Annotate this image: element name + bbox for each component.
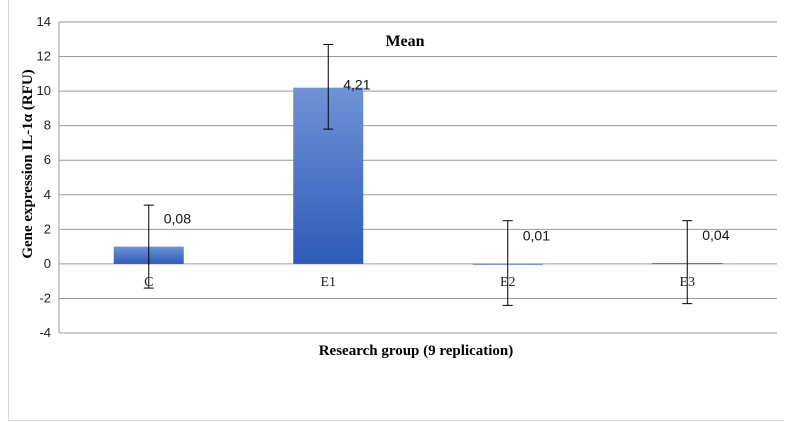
bars <box>113 87 723 265</box>
chart-frame: -4 -2 0 2 4 6 8 10 12 14 C E1 E2 E3 0,08 4,21 0,01 0,04… <box>8 0 784 421</box>
y-tick-label: 4 <box>44 187 51 202</box>
y-tick-label: 2 <box>44 221 51 236</box>
y-axis-ticks: -4 -2 0 2 4 6 8 10 12 14 <box>37 14 51 340</box>
error-bar <box>682 220 693 305</box>
data-label: 0,04 <box>702 227 729 243</box>
gridlines <box>58 21 777 334</box>
y-tick-label: 12 <box>37 49 51 64</box>
y-axis-title: Gene expression IL-1α (RFU) <box>20 69 36 258</box>
data-label: 4,21 <box>343 77 370 93</box>
error-bar <box>502 220 513 306</box>
bar-chart: -4 -2 0 2 4 6 8 10 12 14 C E1 E2 E3 0,08 4,21 0,01 0,04… <box>20 14 777 359</box>
error-bar <box>323 43 334 130</box>
y-tick-label: -4 <box>39 325 51 340</box>
y-tick-label: 10 <box>37 83 51 98</box>
data-label: 0,01 <box>523 228 550 244</box>
x-axis-title: Research group (9 replication) <box>319 343 514 359</box>
x-tick-label: E1 <box>320 275 336 290</box>
y-tick-label: 6 <box>44 152 51 167</box>
y-tick-label: 14 <box>37 14 51 29</box>
y-tick-label: 0 <box>44 256 51 271</box>
y-tick-label: -2 <box>39 290 51 305</box>
data-label: 0,08 <box>164 211 191 227</box>
error-bars <box>143 43 693 306</box>
y-tick-label: 8 <box>44 118 51 133</box>
chart-title: Mean <box>385 33 424 50</box>
error-bar <box>143 204 154 289</box>
category-labels: C E1 E2 E3 <box>144 275 695 290</box>
data-labels: 0,08 4,21 0,01 0,04 <box>164 77 730 244</box>
